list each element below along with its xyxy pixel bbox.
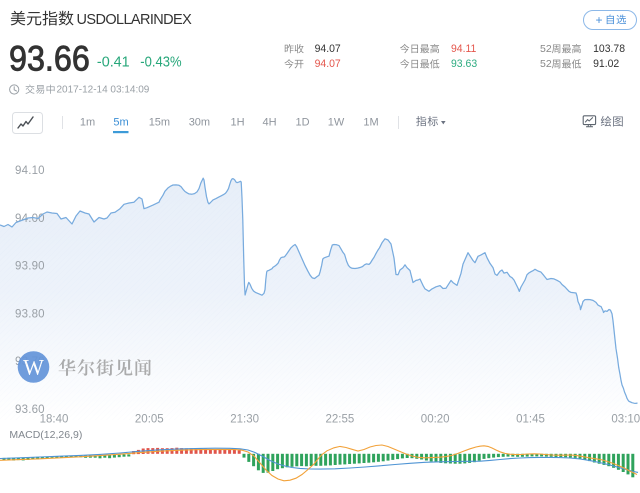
svg-text:00:20: 00:20: [421, 414, 450, 426]
svg-text:-0.43%: -0.43%: [140, 52, 181, 69]
svg-text:94.07: 94.07: [315, 58, 341, 70]
svg-text:103.78: 103.78: [593, 43, 625, 55]
svg-text:93.66: 93.66: [9, 39, 90, 79]
svg-text:1M: 1M: [363, 117, 378, 129]
svg-text:2017-12-14 03:14:09: 2017-12-14 03:14:09: [57, 84, 150, 95]
svg-text:20:05: 20:05: [135, 414, 164, 426]
svg-text:52: 52: [540, 58, 552, 70]
svg-text:18:40: 18:40: [40, 414, 69, 426]
svg-text:94.10: 94.10: [15, 165, 45, 177]
svg-text:5m: 5m: [113, 117, 128, 129]
svg-text:W: W: [23, 355, 44, 380]
svg-text:22:55: 22:55: [326, 414, 355, 426]
svg-text:93.90: 93.90: [15, 261, 45, 273]
svg-text:+: +: [596, 13, 603, 27]
svg-text:93.60: 93.60: [15, 404, 45, 416]
svg-text:03:10: 03:10: [611, 414, 640, 426]
svg-text:94.11: 94.11: [451, 43, 476, 55]
svg-text:1D: 1D: [295, 117, 309, 129]
svg-text:MACD(12,26,9): MACD(12,26,9): [9, 429, 82, 441]
svg-text:21:30: 21:30: [230, 414, 259, 426]
svg-text:15m: 15m: [149, 117, 170, 129]
svg-text:1H: 1H: [230, 117, 244, 129]
svg-text:94.07: 94.07: [315, 43, 341, 55]
svg-text:USDOLLARINDEX: USDOLLARINDEX: [77, 12, 193, 28]
svg-text:93.63: 93.63: [451, 58, 477, 70]
svg-text:52: 52: [540, 43, 552, 55]
svg-text:93.80: 93.80: [15, 308, 45, 320]
svg-text:30m: 30m: [189, 117, 210, 129]
svg-text:91.02: 91.02: [593, 58, 619, 70]
svg-text:94.00: 94.00: [15, 213, 45, 225]
svg-text:1W: 1W: [328, 117, 345, 129]
svg-text:4H: 4H: [262, 117, 276, 129]
svg-text:1m: 1m: [80, 117, 95, 129]
svg-text:-0.41: -0.41: [97, 54, 130, 70]
svg-text:01:45: 01:45: [516, 414, 545, 426]
